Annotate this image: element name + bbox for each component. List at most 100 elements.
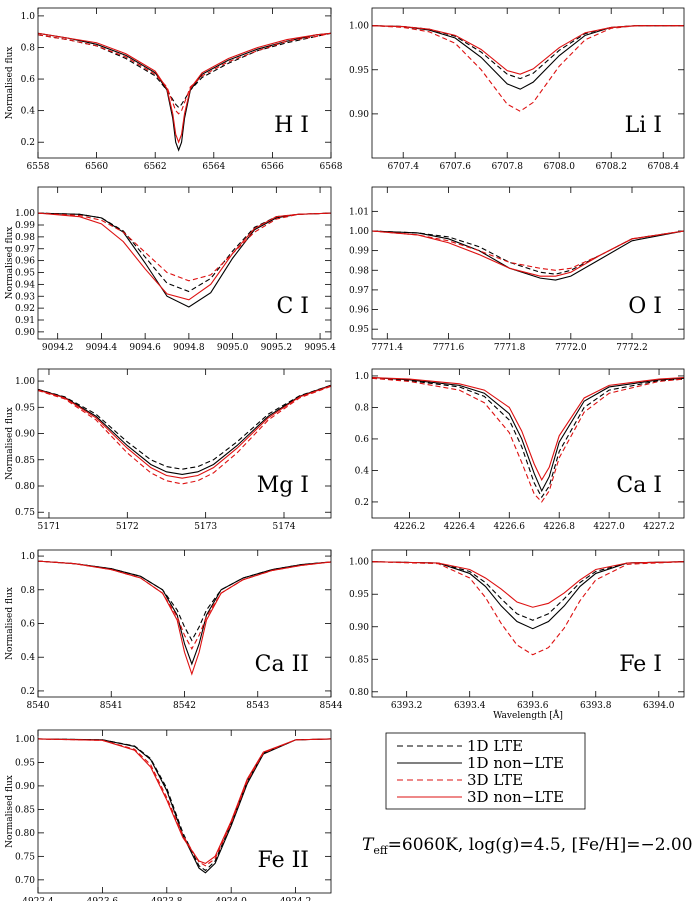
legend-label: 1D LTE [467, 737, 523, 755]
profile-line [38, 32, 331, 109]
param-symbol: T [362, 835, 375, 855]
frame [37, 729, 332, 894]
x-tick-label: 4227.2 [643, 522, 675, 532]
y-tick-label: 1.00 [15, 209, 35, 219]
x-tick-label: 4227.0 [593, 522, 625, 532]
y-tick-label: 0.4 [21, 107, 36, 117]
y-tick-label: 0.4 [21, 653, 36, 663]
y-tick-label: 0.2 [21, 687, 35, 697]
y-tick-label: 0.90 [15, 782, 35, 792]
x-tick-label: 4226.2 [394, 522, 426, 532]
profile-line [38, 738, 331, 865]
frame [371, 7, 685, 159]
profile-line [38, 212, 331, 308]
profile-line [38, 560, 331, 650]
profile-line [38, 738, 331, 874]
x-tick-label: 4226.8 [543, 522, 575, 532]
x-tick-label: 6564 [202, 162, 225, 172]
x-tick-label: 4923.6 [87, 897, 119, 901]
profile-line [38, 738, 331, 867]
frame [37, 7, 332, 159]
y-tick-label: 1.00 [349, 558, 369, 568]
element-label: Li I [625, 113, 662, 138]
panel: 6393.2 6393.4 6393.6 6393.8 6394.0 0.80 0.85 0.… [349, 549, 685, 721]
profile-line [38, 560, 331, 676]
profile-line [372, 376, 684, 493]
profile-line [372, 561, 684, 630]
y-tick-label: 0.90 [349, 110, 369, 120]
y-tick-label: 1.00 [349, 22, 369, 32]
profile-line [372, 25, 684, 75]
frame [371, 186, 685, 340]
y-tick-label: 0.75 [15, 852, 35, 862]
y-tick-label: 1.00 [15, 735, 35, 745]
y-tick-label: 0.6 [21, 620, 36, 630]
x-tick-label: 9095.4 [304, 343, 336, 353]
x-tick-label: 9094.4 [86, 343, 118, 353]
parameters: Teff=6060K, log(g)=4.5, [Fe/H]=−2.00 [362, 835, 692, 857]
x-tick-label: 6393.6 [517, 701, 549, 711]
y-tick-label: 0.91 [15, 316, 35, 326]
legend-label: 1D non−LTE [467, 754, 564, 772]
profile-line [38, 385, 331, 485]
x-tick-label: 9094.8 [173, 343, 205, 353]
x-tick-label: 7772.2 [616, 343, 648, 353]
legend-label: 3D non−LTE [467, 788, 564, 806]
y-tick-label: 0.98 [349, 266, 369, 276]
x-tick-label: 4923.8 [151, 897, 183, 901]
element-label: Fe II [258, 848, 309, 873]
y-tick-label: 0.97 [349, 286, 369, 296]
profile-line [372, 230, 684, 275]
y-tick-label: 0.2 [21, 138, 35, 148]
y-axis-label: Normalised flux [5, 407, 15, 480]
x-tick-label: 6707.4 [387, 162, 419, 172]
y-tick-label: 0.8 [355, 403, 370, 413]
y-axis-label: Normalised flux [5, 47, 15, 120]
y-tick-label: 0.98 [15, 233, 35, 243]
profile-line [372, 561, 684, 656]
profile-line [372, 376, 684, 482]
y-tick-label: 0.95 [349, 66, 369, 76]
profile-line [372, 561, 684, 621]
y-tick-label: 0.85 [15, 456, 35, 466]
panel: 4226.2 4226.4 4226.6 4226.8 4227.0 4227.2 0.2 0… [355, 368, 685, 532]
y-tick-label: 0.8 [21, 43, 36, 53]
y-tick-label: 0.94 [15, 280, 35, 290]
panel: 4923.4 4923.6 4923.8 4924.0 4924.2 0.70 0.75 0.… [5, 729, 332, 901]
y-tick-label: 0.90 [15, 430, 35, 440]
x-tick-label: 7771.4 [372, 343, 404, 353]
profile-line [372, 377, 684, 503]
y-tick-label: 0.99 [15, 221, 35, 231]
y-axis-label: Normalised flux [5, 587, 15, 660]
element-label: Mg I [257, 473, 309, 498]
y-tick-label: 0.80 [15, 829, 35, 839]
y-tick-label: 0.80 [15, 482, 35, 492]
profile-line [372, 25, 684, 112]
x-tick-label: 8542 [173, 701, 196, 711]
frame [37, 549, 332, 698]
frame [371, 549, 685, 698]
profile-line [38, 32, 331, 144]
frame [371, 368, 685, 519]
x-tick-label: 9094.2 [42, 343, 74, 353]
x-tick-label: 7771.6 [433, 343, 465, 353]
x-tick-label: 9095.0 [217, 343, 249, 353]
panel: 5171 5172 5173 5174 0.75 0.80 0.85 0.90 0.95 1.00… [5, 368, 332, 532]
y-tick-label: 0.95 [15, 403, 35, 413]
profile-line [372, 561, 684, 608]
x-tick-label: 7772.0 [555, 343, 587, 353]
x-tick-label: 6568 [320, 162, 343, 172]
x-tick-label: 5174 [273, 522, 296, 532]
x-tick-label: 8541 [100, 701, 123, 711]
panel: 9094.2 9094.4 9094.6 9094.8 9095.0 9095.2 9095… [5, 186, 336, 353]
element-label: O I [628, 294, 662, 319]
legend-box [385, 732, 586, 810]
x-tick-label: 5172 [116, 522, 139, 532]
x-axis-label: Wavelength [Å] [493, 709, 563, 721]
profile-line [38, 32, 331, 152]
x-tick-label: 5171 [38, 522, 61, 532]
profile-line [38, 32, 331, 115]
x-tick-label: 4226.4 [444, 522, 476, 532]
y-tick-label: 1.00 [349, 227, 369, 237]
